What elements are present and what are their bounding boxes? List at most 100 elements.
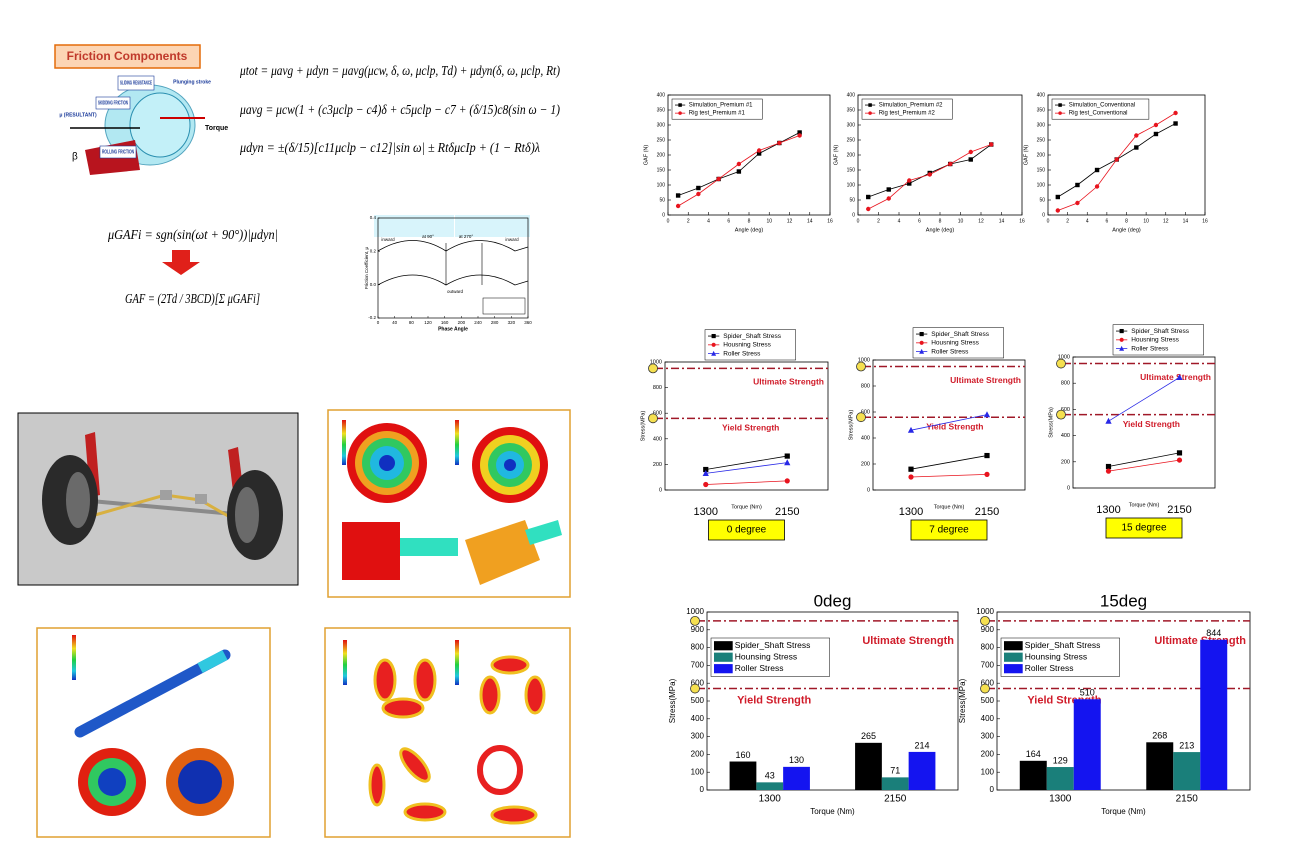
plot-frame (664, 361, 829, 491)
color-scale (342, 420, 346, 465)
reference-label: Ultimate Strength (753, 377, 824, 387)
y-tick-label: 0 (1042, 212, 1045, 218)
plot-frame (377, 217, 529, 319)
x-tick-label: 6 (727, 218, 730, 224)
y-tick-label: 1000 (686, 607, 704, 616)
point (736, 169, 742, 174)
y-tick-label: 50 (849, 197, 855, 203)
x-tick-label: 16 (1019, 218, 1025, 224)
diagram-label: ROLLING FRICTION (102, 149, 134, 155)
y-tick-label: 600 (653, 411, 662, 417)
caption: 7 degree (929, 525, 969, 536)
legend-swatch (714, 641, 733, 651)
y-tick-label: 500 (691, 696, 705, 705)
x-axis-label: Angle (deg) (926, 227, 955, 233)
annotation: at 270° (459, 234, 474, 239)
x-tick-label: 2150 (775, 506, 799, 518)
legend-label: Roller Stress (1131, 345, 1169, 352)
y-tick-label: 250 (1037, 137, 1046, 143)
y-tick-label: 800 (1061, 381, 1070, 387)
data-label: 43 (765, 771, 775, 781)
point (678, 103, 682, 107)
y-axis-label: Stress(MPa) (848, 410, 854, 441)
y-tick-label: 100 (1037, 182, 1046, 188)
reference-marker (980, 683, 990, 694)
point (678, 111, 682, 115)
y-axis-label: Stress(MPa) (668, 678, 677, 723)
legend-swatch (1004, 664, 1023, 674)
fea-shaft (36, 627, 271, 838)
y-tick-label: 0.0 (370, 282, 377, 287)
bar (881, 777, 909, 790)
joint-diagram (70, 84, 205, 175)
legend-box (482, 297, 526, 315)
roller (477, 745, 523, 795)
inset-image (374, 215, 454, 237)
point (989, 142, 994, 147)
y-tick-label: -0.2 (368, 315, 376, 320)
data-label: 510 (1080, 688, 1095, 698)
point (907, 426, 915, 433)
point (703, 466, 709, 473)
y-tick-label: 800 (653, 385, 662, 391)
y-tick-label: 150 (657, 167, 666, 173)
caption: 0 degree (727, 525, 767, 536)
joint (160, 490, 172, 500)
point (927, 172, 932, 177)
x-tick-label: 360 (524, 320, 532, 325)
label-box (117, 75, 155, 91)
legend-swatch (1004, 652, 1023, 662)
x-axis-label: Angle (deg) (735, 227, 764, 233)
point (736, 161, 742, 167)
y-axis-label: Stress(MPa) (958, 678, 967, 723)
y-tick-label: 0 (700, 785, 705, 794)
series-line (1108, 459, 1180, 472)
legend-swatch (714, 664, 733, 674)
y-tick-label: 400 (1037, 92, 1046, 98)
x-axis-label: Torque (Nm) (810, 807, 855, 816)
x-tick-label: 80 (409, 320, 415, 325)
y-tick-label: 100 (691, 767, 705, 776)
bar (1019, 760, 1047, 790)
point (919, 331, 924, 337)
point (1105, 468, 1112, 474)
x-tick-label: 2150 (1167, 504, 1191, 516)
point (1153, 131, 1159, 137)
bar (855, 742, 882, 790)
chart-title: 0deg (814, 591, 852, 610)
x-tick-label: 12 (787, 218, 793, 224)
bar (756, 782, 784, 790)
point (675, 203, 681, 209)
housing-shape (129, 92, 191, 158)
legend-label: Spider_Shaft Stress (1025, 640, 1101, 650)
label-box (99, 145, 137, 159)
x-tick-label: 120 (424, 320, 432, 325)
x-tick-label: 0 (857, 218, 860, 224)
y-tick-label: 200 (981, 750, 995, 759)
fea-housing (327, 409, 571, 598)
y-tick-label: 400 (981, 714, 995, 723)
x-tick-label: 8 (939, 218, 942, 224)
point (675, 193, 681, 198)
point (1114, 157, 1119, 162)
legend-label: Housning Stress (1131, 337, 1179, 344)
diagram-label: Plunging stroke (173, 79, 211, 85)
point (1105, 463, 1112, 470)
control-arm (94, 493, 236, 522)
y-axis-label: GAF (N) (1023, 145, 1029, 166)
badge-box (54, 44, 201, 69)
reference-label: Ultimate Strength (862, 635, 954, 647)
roller (399, 747, 431, 783)
y-tick-label: 400 (1061, 433, 1070, 439)
point (1055, 194, 1061, 200)
equation: GAF = (2Td / 3BCD)[Σ μGAFi] (125, 292, 260, 307)
y-tick-label: 900 (981, 625, 995, 634)
reference-marker (1056, 358, 1066, 369)
caption-box (708, 519, 785, 541)
bar (729, 761, 757, 790)
chart: 0 200 400 600 800 1000 1300 2150 Torque (Nm) Stre… (640, 329, 829, 541)
x-tick-label: 320 (508, 320, 516, 325)
wheel (235, 487, 259, 543)
y-axis-label: Friction Coefficient, μ (364, 246, 369, 289)
